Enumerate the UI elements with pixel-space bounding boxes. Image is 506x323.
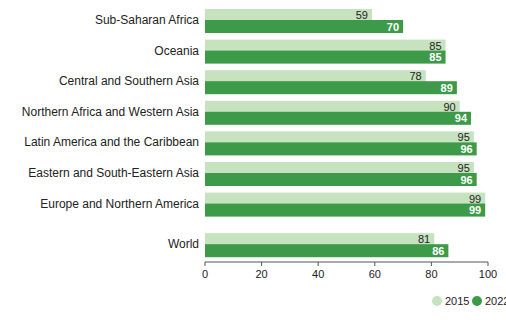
tick-mark bbox=[205, 262, 206, 266]
data-label: 59 bbox=[356, 9, 368, 21]
category-label: Central and Southern Asia bbox=[59, 74, 199, 88]
bar bbox=[205, 142, 477, 155]
bar bbox=[205, 81, 457, 94]
category-label: Northern Africa and Western Asia bbox=[22, 105, 200, 119]
bar bbox=[205, 244, 448, 257]
data-label: 89 bbox=[441, 82, 453, 94]
legend-swatch bbox=[432, 296, 442, 306]
legend-label: 2022 bbox=[485, 295, 506, 307]
bar bbox=[205, 112, 471, 125]
bar bbox=[205, 40, 446, 52]
bar bbox=[205, 20, 403, 33]
data-label: 70 bbox=[387, 21, 399, 33]
bar bbox=[205, 51, 446, 64]
bar bbox=[205, 70, 426, 82]
data-label: 96 bbox=[460, 174, 472, 186]
data-label: 96 bbox=[460, 143, 472, 155]
tick-label: 20 bbox=[255, 268, 267, 280]
chart: Sub-Saharan Africa Oceania Central and Sou… bbox=[0, 0, 506, 323]
tick-mark bbox=[488, 262, 489, 266]
tick-label: 80 bbox=[425, 268, 437, 280]
data-label: 85 bbox=[429, 40, 441, 52]
bar bbox=[205, 173, 477, 186]
bar bbox=[205, 131, 474, 143]
data-label: 85 bbox=[429, 51, 441, 63]
category-label: World bbox=[168, 237, 199, 251]
legend: 2015 2022 bbox=[432, 295, 506, 307]
data-label: 99 bbox=[469, 193, 481, 205]
bar bbox=[205, 233, 434, 245]
bars bbox=[205, 9, 485, 257]
bar bbox=[205, 9, 372, 21]
legend-label: 2015 bbox=[445, 295, 469, 307]
category-label: Oceania bbox=[154, 44, 199, 58]
data-label: 86 bbox=[432, 245, 444, 257]
legend-swatch bbox=[472, 296, 482, 306]
bar bbox=[205, 162, 474, 174]
data-label: 99 bbox=[469, 204, 481, 216]
bar bbox=[205, 193, 485, 205]
tick-mark bbox=[374, 262, 375, 266]
x-axis: 0 20 40 60 80 100 bbox=[202, 262, 497, 280]
tick-label: 40 bbox=[312, 268, 324, 280]
labels: Sub-Saharan Africa Oceania Central and Sou… bbox=[22, 9, 481, 257]
bar bbox=[205, 204, 485, 217]
data-label: 81 bbox=[418, 233, 430, 245]
data-label: 95 bbox=[458, 131, 470, 143]
tick-label: 100 bbox=[479, 268, 497, 280]
tick-label: 0 bbox=[202, 268, 208, 280]
tick-mark bbox=[318, 262, 319, 266]
category-label: Latin America and the Caribbean bbox=[24, 135, 199, 149]
data-label: 78 bbox=[409, 70, 421, 82]
category-label: Europe and Northern America bbox=[40, 197, 199, 211]
data-label: 94 bbox=[455, 112, 468, 124]
data-label: 90 bbox=[443, 101, 455, 113]
axis-line bbox=[205, 262, 488, 263]
tick-mark bbox=[261, 262, 262, 266]
data-label: 95 bbox=[458, 162, 470, 174]
category-label: Sub-Saharan Africa bbox=[95, 13, 199, 27]
category-label: Eastern and South-Eastern Asia bbox=[28, 166, 199, 180]
tick-label: 60 bbox=[369, 268, 381, 280]
bar bbox=[205, 101, 460, 113]
tick-mark bbox=[431, 262, 432, 266]
